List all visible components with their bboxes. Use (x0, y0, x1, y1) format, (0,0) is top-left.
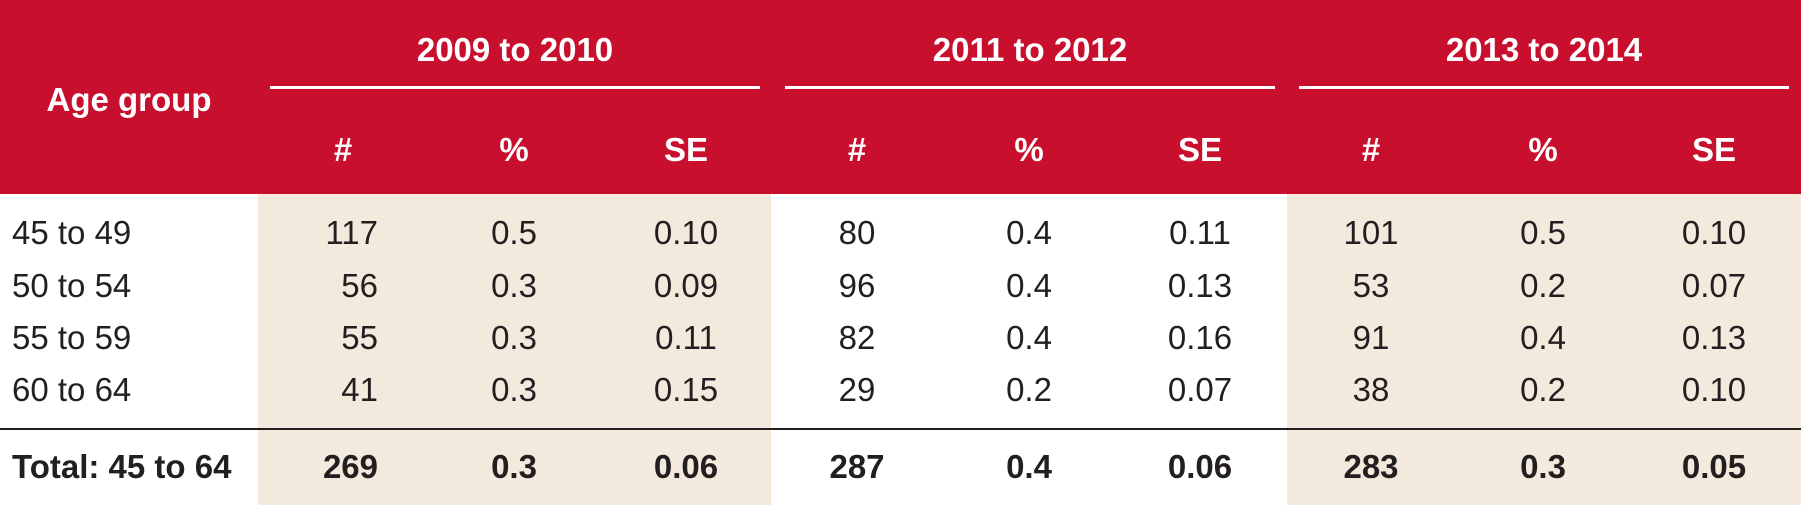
total-divider (0, 428, 1801, 430)
count-cell: 41 (341, 371, 378, 408)
count-column-header: # (847, 131, 867, 168)
se-column-header: SE (1691, 131, 1737, 168)
percent-cell: 0.4 (1006, 319, 1052, 356)
percent-cell: 0.4 (1006, 267, 1052, 304)
se-cell: 0.10 (1681, 371, 1747, 408)
table-header: Age group 2009 to 2010 2011 to 2012 2013… (0, 0, 1801, 194)
count-cell: 283 (1343, 448, 1399, 485)
se-cell: 0.10 (653, 214, 719, 251)
percent-cell: 0.3 (491, 371, 537, 408)
year-group-rule (270, 86, 760, 89)
shade-block-2013-2014 (1287, 194, 1801, 505)
se-column-header: SE (663, 131, 709, 168)
year-group-rule (1299, 86, 1789, 89)
year-group-rule (785, 86, 1275, 89)
row-label: 60 to 64 (12, 371, 132, 408)
percent-cell: 0.2 (1520, 371, 1566, 408)
se-cell: 0.07 (1167, 371, 1233, 408)
percent-cell: 0.3 (1520, 448, 1566, 485)
row-label: 55 to 59 (12, 319, 132, 356)
total-label: Total: 45 to 64 (12, 448, 232, 485)
count-cell: 55 (341, 319, 378, 356)
percent-cell: 0.2 (1006, 371, 1052, 408)
count-cell: 91 (1352, 319, 1390, 356)
count-cell: 29 (838, 371, 876, 408)
row-label: 45 to 49 (12, 214, 132, 251)
percent-column-header: % (1014, 131, 1044, 168)
se-cell: 0.05 (1681, 448, 1747, 485)
se-cell: 0.13 (1167, 267, 1233, 304)
se-cell: 0.15 (653, 371, 719, 408)
count-cell: 117 (325, 214, 378, 251)
percent-column-header: % (1528, 131, 1558, 168)
count-cell: 101 (1343, 214, 1399, 251)
year-group-header: 2011 to 2012 (932, 31, 1128, 68)
se-cell: 0.11 (655, 319, 717, 356)
percent-column-header: % (499, 131, 529, 168)
se-cell: 0.06 (653, 448, 719, 485)
count-cell: 53 (1352, 267, 1390, 304)
count-column-header: # (333, 131, 353, 168)
se-cell: 0.11 (1169, 214, 1231, 251)
count-cell: 80 (838, 214, 876, 251)
count-cell: 96 (838, 267, 876, 304)
count-cell: 269 (322, 448, 378, 485)
se-cell: 0.13 (1681, 319, 1747, 356)
se-cell: 0.16 (1167, 319, 1233, 356)
se-cell: 0.07 (1681, 267, 1747, 304)
percent-cell: 0.3 (491, 267, 537, 304)
count-cell: 82 (838, 319, 876, 356)
year-group-header: 2013 to 2014 (1445, 31, 1643, 68)
percent-cell: 0.4 (1520, 319, 1566, 356)
percent-cell: 0.4 (1006, 448, 1052, 485)
percent-cell: 0.3 (491, 448, 537, 485)
age-group-header: Age group (46, 81, 212, 118)
row-label: 50 to 54 (12, 267, 132, 304)
se-cell: 0.06 (1167, 448, 1233, 485)
count-cell: 38 (1352, 371, 1390, 408)
se-cell: 0.09 (653, 267, 719, 304)
percent-cell: 0.2 (1520, 267, 1566, 304)
count-cell: 287 (829, 448, 885, 485)
count-cell: 56 (341, 267, 378, 304)
percent-cell: 0.3 (491, 319, 537, 356)
percent-cell: 0.5 (1520, 214, 1566, 251)
percent-cell: 0.4 (1006, 214, 1052, 251)
shade-block-2009-2010 (258, 194, 771, 505)
se-column-header: SE (1177, 131, 1223, 168)
count-column-header: # (1361, 131, 1381, 168)
percent-cell: 0.5 (491, 214, 537, 251)
year-group-header: 2009 to 2010 (416, 31, 614, 68)
se-cell: 0.10 (1681, 214, 1747, 251)
